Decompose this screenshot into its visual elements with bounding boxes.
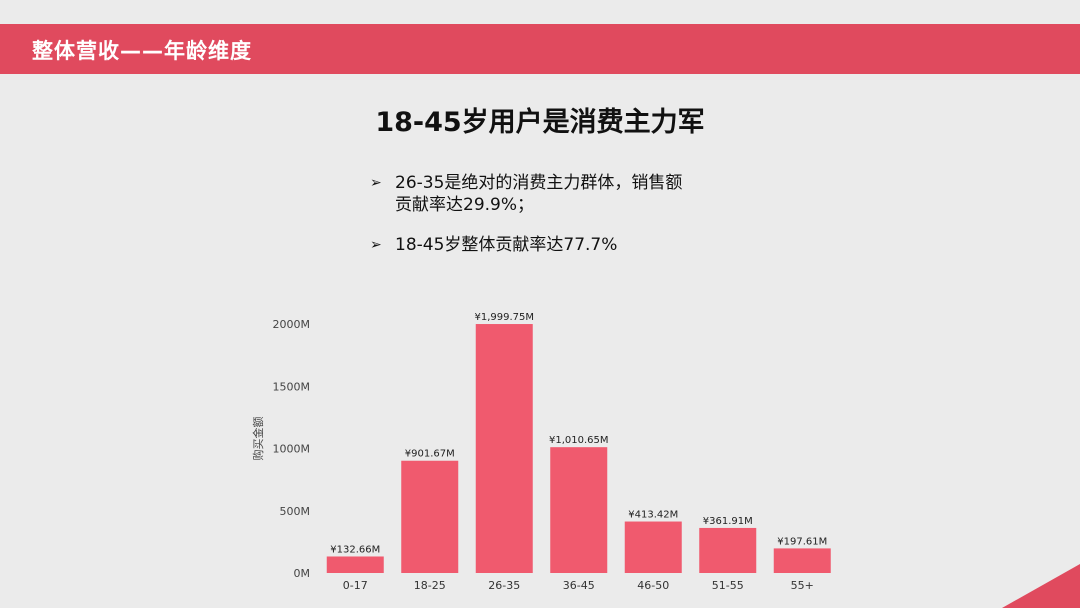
page-title: 整体营收——年龄维度 (32, 39, 252, 63)
bar-value-label: ¥197.61M (777, 536, 827, 547)
header-banner: 整体营收——年龄维度 (0, 24, 1080, 74)
bar-36-45 (550, 447, 608, 573)
arrow-bullet-icon: ➢ (370, 175, 382, 191)
bar-value-label: ¥361.91M (703, 516, 753, 527)
bar-chart: 0M 500M 1000M 1500M 2000M 购买金额 ¥132.66M 0-17 ¥90… (251, 312, 831, 592)
bar-46-50 (624, 521, 682, 573)
x-tick-label: 0-17 (343, 579, 368, 592)
bullet-item: ➢ 18-45岁整体贡献率达77.7% (370, 234, 730, 256)
bar-value-label: ¥1,010.65M (549, 435, 609, 446)
corner-decoration (1002, 564, 1080, 608)
bullet-item: ➢ 26-35是绝对的消费主力群体，销售额 贡献率达29.9%； (370, 172, 730, 216)
bar-55+ (773, 548, 831, 573)
y-tick-label: 1500M (273, 380, 311, 393)
bar-value-label: ¥1,999.75M (474, 312, 534, 323)
x-tick-label: 55+ (791, 579, 814, 592)
x-tick-label: 51-55 (712, 579, 744, 592)
x-tick-label: 26-35 (488, 579, 520, 592)
bar-value-label: ¥413.42M (628, 510, 678, 521)
bullet-text-line: 贡献率达29.9%； (395, 195, 535, 215)
bullet-list: ➢ 26-35是绝对的消费主力群体，销售额 贡献率达29.9%； ➢ 18-45… (370, 172, 730, 274)
bar-18-25 (401, 460, 459, 573)
bullet-text-line: 18-45岁整体贡献率达77.7% (395, 235, 618, 255)
bar-value-label: ¥901.67M (405, 449, 455, 460)
bar-value-label: ¥132.66M (330, 544, 380, 555)
y-axis-label: 购买金额 (251, 417, 265, 461)
bar-0-17 (326, 556, 384, 573)
x-tick-label: 46-50 (637, 579, 669, 592)
arrow-bullet-icon: ➢ (370, 237, 382, 253)
y-tick-label: 0M (294, 567, 311, 580)
bullet-text-line: 26-35是绝对的消费主力群体，销售额 (395, 173, 683, 193)
y-tick-label: 1000M (273, 443, 311, 456)
y-tick-label: 2000M (273, 318, 311, 331)
x-tick-label: 18-25 (414, 579, 446, 592)
x-tick-label: 36-45 (563, 579, 595, 592)
headline: 18-45岁用户是消费主力军 (375, 107, 705, 138)
bar-26-35 (475, 324, 533, 573)
y-tick-label: 500M (280, 505, 311, 518)
bar-51-55 (699, 527, 757, 573)
